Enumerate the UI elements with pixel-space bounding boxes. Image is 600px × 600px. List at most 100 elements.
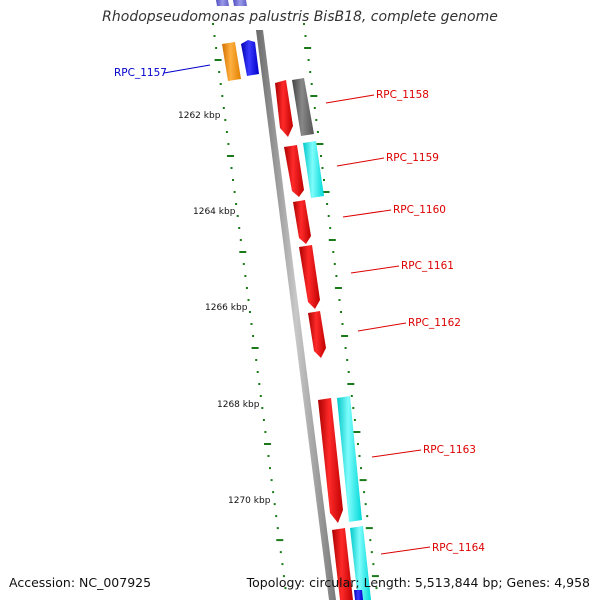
outer-tick-minor <box>236 215 239 217</box>
outer-tick-minor <box>224 119 227 121</box>
scale-labels: 1262 kbp 1264 kbp 1266 kbp 1268 kbp 1270… <box>178 111 271 506</box>
outer-tick-minor <box>249 311 251 313</box>
accession-text: Accession: NC_007925 <box>9 575 152 590</box>
leader-line-rpc-1162 <box>357 322 407 332</box>
inner-tick-minor <box>316 131 319 133</box>
outer-tick-major <box>251 347 259 349</box>
inner-tick-minor <box>315 119 318 121</box>
inner-tick-major <box>328 239 336 241</box>
outer-tick-minor <box>264 431 267 433</box>
inner-tick-minor <box>329 227 332 229</box>
outer-tick-minor <box>247 299 250 301</box>
outer-tick-minor <box>256 371 259 373</box>
inner-tick-minor <box>350 395 353 397</box>
outer-tick-minor <box>258 383 261 385</box>
inner-tick-minor <box>352 407 355 409</box>
outer-tick-minor <box>239 239 242 241</box>
outer-tick-minor <box>262 419 265 421</box>
inner-tick-minor <box>366 515 369 518</box>
inner-tick-minor <box>347 371 350 373</box>
inner-tick-minor <box>321 167 324 169</box>
leader-line-rpc-1158 <box>325 94 375 104</box>
inner-tick-minor <box>335 275 338 277</box>
gene-label-rpc-1164: RPC_1164 <box>432 542 485 554</box>
leader-line-rpc-1161 <box>350 265 400 274</box>
outer-tick-minor <box>284 587 287 590</box>
inner-tick-minor <box>346 359 349 361</box>
scale-label: 1266 kbp <box>205 303 248 313</box>
inner-tick-minor <box>310 83 313 85</box>
leader-line-rpc-1164 <box>380 546 431 555</box>
inner-tick-major <box>334 287 342 289</box>
outer-tick-minor <box>275 515 278 518</box>
tick-track <box>212 23 379 590</box>
inner-tick-minor <box>323 179 325 181</box>
inner-tick-minor <box>357 443 359 445</box>
gene-feature-rpc-1158 <box>275 80 293 137</box>
leader-line-rpc-1157 <box>163 64 211 74</box>
outer-tick-minor <box>218 71 221 73</box>
leader-line-rpc-1159 <box>336 157 385 167</box>
inner-tick-minor <box>353 419 356 421</box>
gene-features <box>216 0 371 600</box>
outer-tick-minor <box>273 503 276 506</box>
outer-tick-minor <box>212 23 214 25</box>
inner-tick-minor <box>340 311 342 313</box>
inner-tick-minor <box>309 71 312 73</box>
inner-tick-major <box>341 335 349 337</box>
inner-tick-major <box>310 95 318 97</box>
outer-tick-minor <box>259 395 262 397</box>
genome-backbone <box>256 30 336 600</box>
inner-tick-minor <box>313 107 316 109</box>
gene-label-rpc-1157: RPC_1157 <box>114 67 167 79</box>
genome-stats-text: Topology: circular; Length: 5,513,844 bp… <box>246 575 590 590</box>
inner-tick-minor <box>341 323 344 325</box>
inner-tick-major <box>347 383 355 385</box>
gene-feature-cyan-1 <box>303 141 324 198</box>
inner-tick-minor <box>372 563 375 566</box>
gene-label-rpc-1158: RPC_1158 <box>376 89 429 101</box>
inner-tick-minor <box>303 23 305 25</box>
gene-feature-rpc-1157 <box>241 40 259 76</box>
outer-tick-minor <box>232 179 234 181</box>
outer-tick-major <box>239 251 247 253</box>
inner-tick-major <box>304 47 312 49</box>
outer-tick-minor <box>245 287 248 289</box>
gene-feature-rpc-1160 <box>293 200 311 244</box>
gene-label-rpc-1160: RPC_1160 <box>393 204 446 216</box>
gene-feature-rpc-1161 <box>299 245 320 309</box>
inner-tick-minor <box>304 35 307 37</box>
inner-tick-minor <box>364 503 367 506</box>
outer-tick-minor <box>276 527 279 530</box>
outer-tick-minor <box>225 131 228 133</box>
inner-tick-minor <box>363 491 366 494</box>
outer-tick-minor <box>230 167 233 169</box>
gene-label-rpc-1161: RPC_1161 <box>401 260 454 272</box>
outer-tick-minor <box>255 359 258 361</box>
outer-tick-minor <box>233 191 236 193</box>
outer-tick-minor <box>269 467 271 470</box>
inner-tick-major <box>371 575 379 578</box>
inner-tick-minor <box>326 203 329 205</box>
leader-line-rpc-1160 <box>342 209 392 218</box>
outer-tick-major <box>227 155 234 157</box>
outer-tick-minor <box>227 143 230 145</box>
outer-tick-major <box>276 539 284 542</box>
outer-tick-minor <box>270 479 273 482</box>
inner-tick-minor <box>307 59 310 61</box>
outer-tick-minor <box>222 107 225 109</box>
outer-tick-minor <box>279 551 282 554</box>
outer-tick-minor <box>215 47 218 49</box>
inner-tick-major <box>322 191 330 193</box>
gene-feature-rpc-1163 <box>318 398 343 523</box>
gene-label-rpc-1162: RPC_1162 <box>408 317 461 329</box>
outer-tick-minor <box>244 275 247 277</box>
inner-tick-minor <box>344 347 347 349</box>
outer-tick-minor <box>219 83 222 85</box>
inner-tick-minor <box>360 467 362 470</box>
gene-feature-gray <box>292 78 314 136</box>
scale-label: 1262 kbp <box>178 111 221 121</box>
inner-tick-minor <box>333 263 336 265</box>
gene-feature-cyan-2 <box>337 396 362 522</box>
